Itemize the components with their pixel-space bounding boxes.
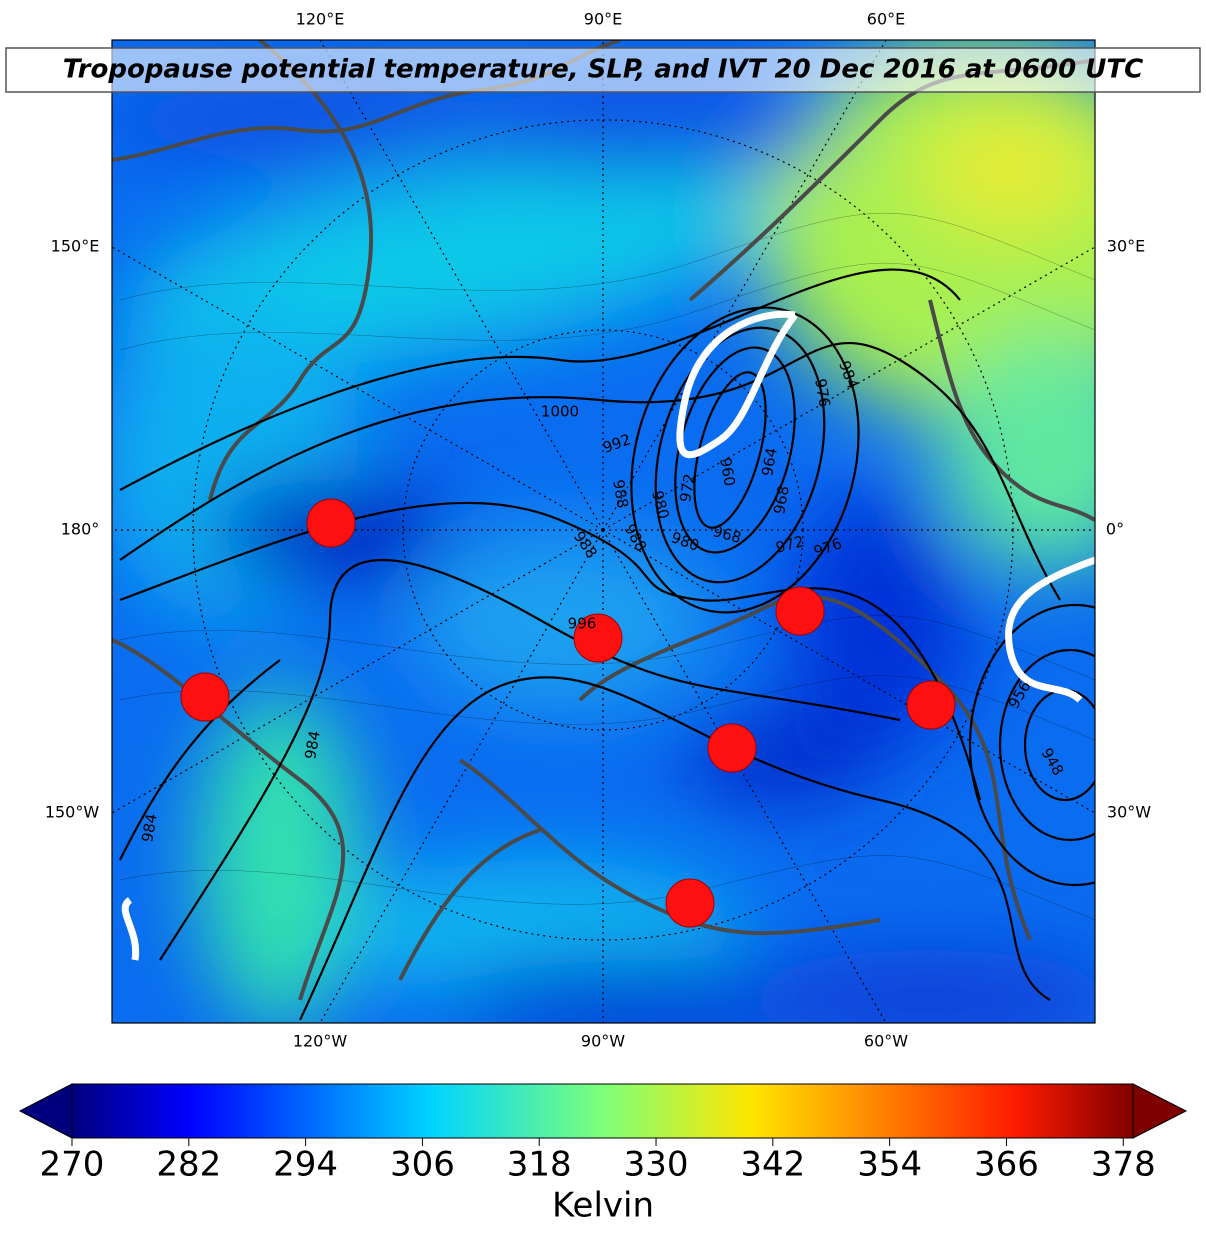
colorbar: [18, 1083, 1188, 1139]
contour-label: 984: [301, 729, 324, 760]
contour-label: 960: [716, 456, 739, 487]
contour-label: 968: [770, 484, 793, 515]
contour-label: 976: [811, 377, 834, 408]
colorbar-tick-label: 270: [40, 1145, 105, 1185]
colorbar-tick-label: 282: [156, 1145, 221, 1185]
lon-label: 30°W: [1107, 803, 1151, 822]
lon-label: 180°: [61, 520, 100, 539]
contour-label: 984: [138, 812, 161, 843]
lon-label: 60°W: [864, 1032, 908, 1051]
map-frame: [111, 39, 1096, 1024]
colorbar-tick-label: 342: [740, 1145, 805, 1185]
contour-label: 996: [568, 615, 597, 633]
lon-label: 150°E: [51, 237, 100, 256]
colorbar-label: Kelvin: [552, 1186, 654, 1226]
contour-label: 964: [758, 446, 781, 477]
colorbar-tick-label: 330: [624, 1145, 689, 1185]
lon-labels: 120°E 90°E 60°E 120°W 90°W 60°W 150°E 180° 150°W…: [45, 10, 1151, 1051]
title: Tropopause potential temperature, SLP, a…: [63, 55, 1143, 85]
map: [112, 40, 1095, 1023]
contour-label: 972: [676, 472, 699, 503]
colorbar-ticks: 270 282 294 306 318 330 342 354 366 378: [40, 1138, 1156, 1185]
contour-label: 1000: [541, 403, 579, 421]
colorbar-tick-label: 366: [974, 1145, 1039, 1185]
colorbar-tick-label: 318: [507, 1145, 572, 1185]
lon-label: 150°W: [45, 803, 100, 822]
lon-label: 0°: [1106, 520, 1124, 539]
lon-label: 90°E: [584, 10, 622, 29]
colorbar-tick-label: 354: [857, 1145, 922, 1185]
contour-label: 988: [609, 478, 632, 509]
lon-label: 60°E: [867, 10, 905, 29]
colorbar-tick-label: 306: [390, 1145, 455, 1185]
lon-label: 90°W: [581, 1032, 625, 1051]
lon-label: 120°E: [296, 10, 345, 29]
lon-label: 30°E: [1107, 237, 1145, 256]
colorbar-tick-label: 378: [1091, 1145, 1156, 1185]
title-box: [5, 47, 1201, 93]
lon-label: 120°W: [293, 1032, 348, 1051]
colorbar-tick-label: 294: [273, 1145, 338, 1185]
